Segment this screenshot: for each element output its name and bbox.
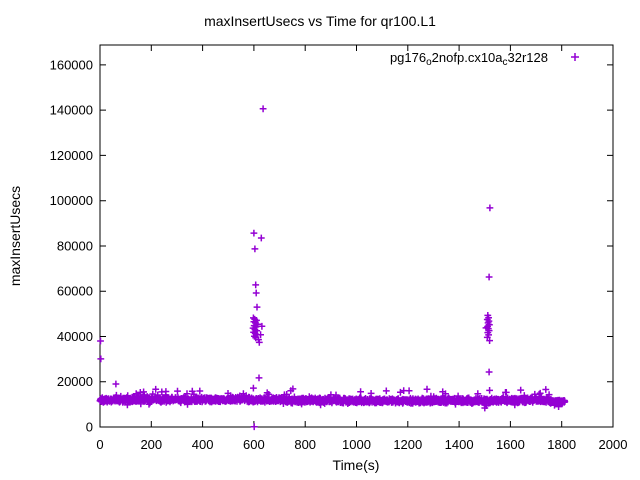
y-tick-label: 140000 (50, 103, 93, 118)
x-tick-label: 1800 (547, 437, 576, 452)
scatter-points (96, 105, 569, 431)
x-tick-label: 600 (243, 437, 265, 452)
x-tick-label: 1600 (496, 437, 525, 452)
x-tick-label: 1400 (445, 437, 474, 452)
x-axis-label: Time(s) (332, 457, 380, 473)
legend-label-text: 32r128 (507, 50, 548, 65)
x-tick-label: 1200 (393, 437, 422, 452)
x-tick-label: 400 (192, 437, 214, 452)
chart-title: maxInsertUsecs vs Time for qr100.L1 (204, 13, 436, 29)
y-tick-label: 80000 (57, 238, 93, 253)
legend-marker-plus (571, 53, 579, 61)
axis-ticks (99, 45, 614, 428)
y-tick-label: 120000 (50, 148, 93, 163)
y-tick-label: 100000 (50, 193, 93, 208)
y-axis-label: maxInsertUsecs (7, 185, 23, 287)
legend-label-subscript: o (426, 57, 432, 68)
x-tick-label: 1000 (342, 437, 371, 452)
x-tick-label: 0 (96, 437, 103, 452)
legend-label-text: 2nofp.cx10a (431, 50, 503, 65)
y-tick-label: 40000 (57, 329, 93, 344)
x-tick-label: 800 (294, 437, 316, 452)
y-tick-label: 20000 (57, 374, 93, 389)
y-tick-label: 160000 (50, 57, 93, 72)
x-tick-label: 200 (140, 437, 162, 452)
legend-label-text: pg176 (389, 50, 427, 65)
x-tick-label: 2000 (599, 437, 628, 452)
y-tick-label: 60000 (57, 284, 93, 299)
legend-label-subscript: c (502, 57, 508, 68)
legend-series-label: pg176o2nofp.cx10ac32r128 (389, 50, 548, 68)
plot-frame (99, 44, 614, 428)
y-tick-label: 0 (86, 420, 93, 435)
